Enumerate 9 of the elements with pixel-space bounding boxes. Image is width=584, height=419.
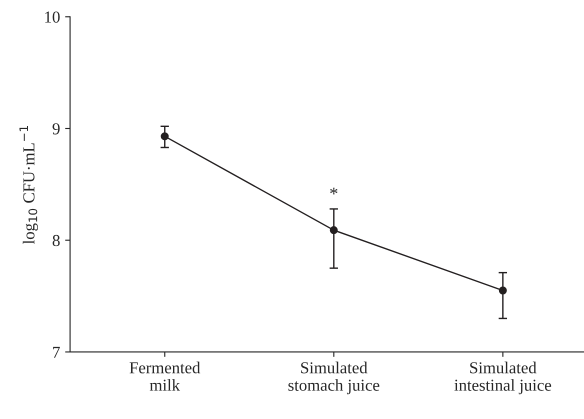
y-tick-label: 9 bbox=[52, 123, 60, 134]
x-tick-label: Fermented milk bbox=[130, 362, 200, 391]
y-tick-label: 10 bbox=[45, 11, 60, 23]
y-axis-title: log$_{10}$ CFU·mL$^{−1}$ bbox=[19, 126, 38, 244]
annotation: * bbox=[330, 188, 338, 194]
x-tick-label: Simulated intestinal juice bbox=[454, 362, 552, 394]
y-tick-label: 8 bbox=[52, 234, 60, 246]
y-tick-label: 7 bbox=[53, 346, 60, 358]
x-tick-label: Simulated stomach juice bbox=[288, 362, 380, 394]
